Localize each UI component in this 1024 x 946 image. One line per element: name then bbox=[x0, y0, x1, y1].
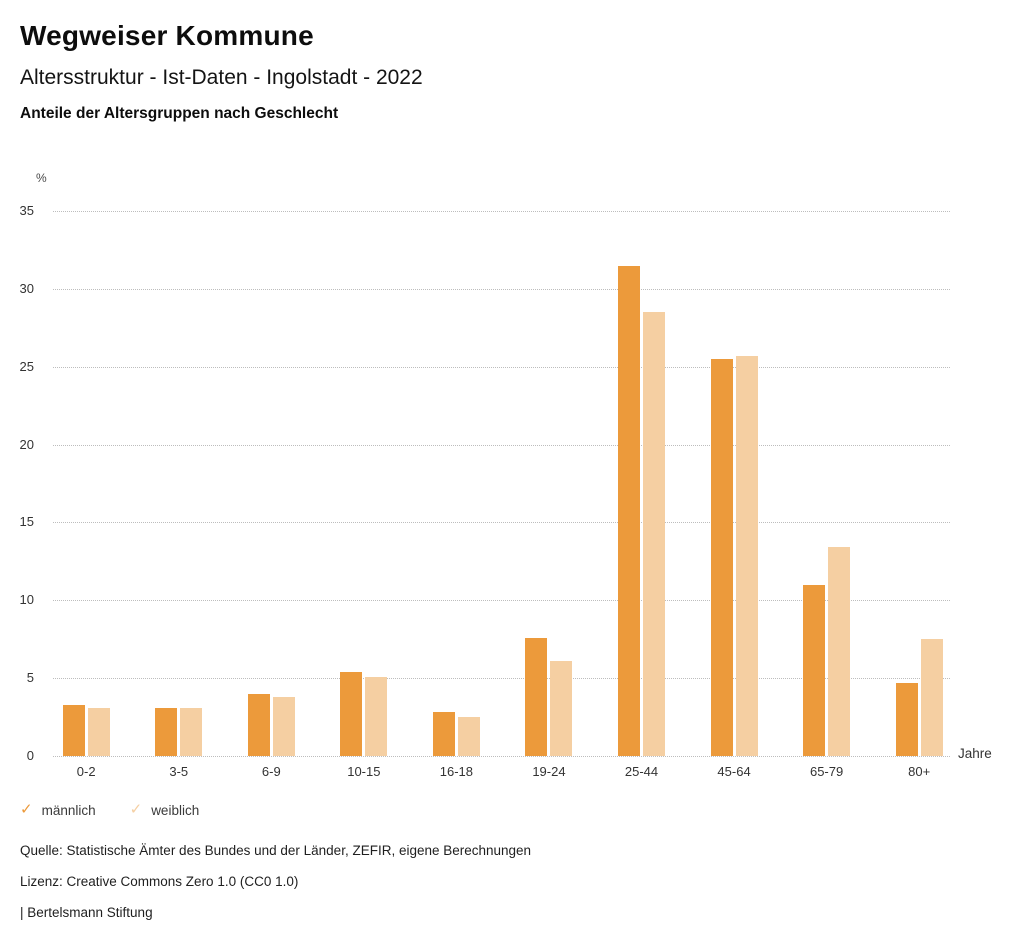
legend-label: weiblich bbox=[151, 802, 200, 818]
y-tick-label-10: 10 bbox=[19, 592, 34, 608]
check-icon: ✓ bbox=[20, 801, 33, 818]
bar-männlich-3-5[interactable] bbox=[155, 707, 178, 756]
legend-item-maennlich[interactable]: ✓ männlich bbox=[20, 801, 96, 819]
y-tick-label-5: 5 bbox=[26, 670, 34, 686]
gridline-0 bbox=[53, 756, 950, 757]
bar-männlich-10-15[interactable] bbox=[340, 671, 363, 756]
y-tick-label-20: 20 bbox=[19, 436, 34, 452]
bar-weiblich-25-44[interactable] bbox=[643, 312, 665, 756]
gridline-30 bbox=[53, 288, 950, 290]
x-tick-label-10-15: 10-15 bbox=[347, 764, 381, 779]
bar-weiblich-65-79[interactable] bbox=[828, 547, 851, 756]
chart-heading: Anteile der Altersgruppen nach Geschlech… bbox=[20, 105, 339, 122]
bar-männlich-65-79[interactable] bbox=[803, 584, 826, 756]
x-tick-label-25-44: 25-44 bbox=[624, 764, 659, 779]
page-title: Wegweiser Kommune bbox=[20, 20, 314, 51]
bar-weiblich-0-2[interactable] bbox=[87, 707, 110, 756]
x-tick-label-65-79: 65-79 bbox=[809, 764, 844, 779]
bar-weiblich-16-18[interactable] bbox=[457, 717, 480, 756]
source-text: Quelle: Statistische Ämter des Bundes un… bbox=[20, 843, 532, 858]
bar-weiblich-19-24[interactable] bbox=[550, 661, 573, 756]
y-tick-label-35: 35 bbox=[19, 203, 34, 218]
x-tick-label-6-9: 6-9 bbox=[261, 764, 281, 779]
gridline-25 bbox=[53, 366, 950, 368]
bar-männlich-16-18[interactable] bbox=[432, 712, 455, 756]
x-tick-label-19-24: 19-24 bbox=[532, 764, 566, 779]
x-tick-label-45-64: 45-64 bbox=[717, 764, 751, 779]
y-axis-unit-label: % bbox=[36, 171, 47, 185]
license-text: Lizenz: Creative Commons Zero 1.0 (CC0 1… bbox=[20, 874, 299, 889]
check-icon: ✓ bbox=[129, 801, 143, 818]
legend-label: männlich bbox=[41, 802, 96, 818]
x-tick-label-3-5: 3-5 bbox=[169, 764, 189, 779]
bar-männlich-25-44[interactable] bbox=[618, 265, 640, 756]
chart-subtitle: Altersstruktur - Ist-Daten - Ingolstadt … bbox=[20, 66, 423, 89]
gridline-5 bbox=[53, 678, 950, 680]
bar-weiblich-6-9[interactable] bbox=[272, 696, 295, 756]
bar-weiblich-80+[interactable] bbox=[920, 639, 943, 756]
x-tick-label-80+: 80+ bbox=[908, 764, 931, 779]
gridline-15 bbox=[53, 522, 950, 524]
bar-weiblich-10-15[interactable] bbox=[365, 676, 388, 756]
x-axis-unit-label: Jahre bbox=[958, 746, 992, 761]
x-tick-label-16-18: 16-18 bbox=[439, 764, 474, 779]
y-tick-label-15: 15 bbox=[19, 514, 34, 530]
bar-weiblich-3-5[interactable] bbox=[180, 707, 203, 756]
brand-text: | Bertelsmann Stiftung bbox=[20, 905, 153, 920]
gridline-20 bbox=[53, 444, 950, 446]
gridline-35 bbox=[53, 211, 950, 212]
y-tick-label-0: 0 bbox=[26, 748, 34, 763]
bar-männlich-0-2[interactable] bbox=[62, 704, 85, 756]
gridline-10 bbox=[53, 600, 950, 602]
legend-item-weiblich[interactable]: ✓ weiblich bbox=[130, 801, 200, 819]
bar-männlich-6-9[interactable] bbox=[247, 693, 270, 756]
bar-weiblich-45-64[interactable] bbox=[735, 355, 758, 756]
y-tick-label-25: 25 bbox=[19, 358, 34, 374]
chart-legend: ✓ männlich ✓ weiblich bbox=[20, 801, 199, 819]
x-tick-label-0-2: 0-2 bbox=[76, 764, 96, 779]
bar-männlich-19-24[interactable] bbox=[525, 637, 548, 756]
bar-männlich-45-64[interactable] bbox=[710, 358, 733, 756]
y-tick-label-30: 30 bbox=[19, 280, 34, 296]
bar-männlich-80+[interactable] bbox=[895, 682, 918, 756]
